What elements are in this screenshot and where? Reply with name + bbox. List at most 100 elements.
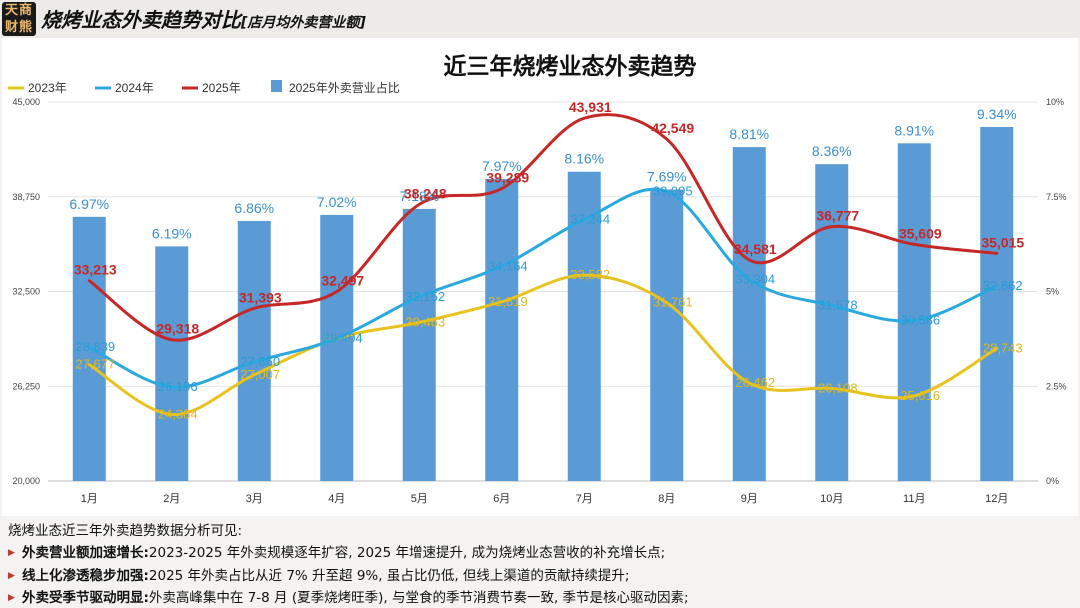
line-label: 33,304 bbox=[735, 271, 775, 286]
line-label: 29,404 bbox=[323, 330, 363, 345]
note-heading: 线上化渗透稳步加强: bbox=[22, 568, 149, 584]
bar bbox=[567, 171, 601, 481]
line-label: 29,404 bbox=[323, 330, 363, 345]
line-label: 30,586 bbox=[900, 313, 940, 328]
bar-label: 6.86% bbox=[234, 200, 274, 216]
bar bbox=[485, 178, 519, 481]
line-label: 33,213 bbox=[74, 262, 117, 278]
note-item: ▶ 外卖受季节驱动明显:外卖高峰集中在 7-8 月 (夏季烧烤旺季), 与堂食的季… bbox=[8, 586, 689, 606]
line-label: 37,244 bbox=[570, 212, 610, 227]
line-label: 27,007 bbox=[240, 367, 280, 382]
x-tick-label: 5月 bbox=[411, 493, 428, 505]
bullet-icon: ▶ bbox=[8, 548, 15, 558]
x-tick-label: 1月 bbox=[81, 493, 98, 505]
y-left-tick-label: 45,000 bbox=[12, 97, 40, 107]
data-labels: 6.97% 6.19% 6.86% 7.02% 7.18% 7.97% 8.16% 7.69%… bbox=[69, 99, 1024, 421]
line-label: 36,777 bbox=[816, 208, 859, 224]
bar-series bbox=[72, 127, 1014, 482]
y-right-tick-label: 7.5% bbox=[1046, 192, 1067, 202]
bullet-icon: ▶ bbox=[8, 571, 15, 581]
bar-label: 7.18% bbox=[399, 188, 439, 204]
header-bar: 天商 财熊 烧烤业态外卖趋势对比[店月均外卖营业额] bbox=[0, 0, 1080, 38]
bar-label: 7.97% bbox=[482, 158, 522, 174]
line-series bbox=[87, 113, 999, 417]
y-right-tick-label: 0% bbox=[1046, 476, 1059, 486]
chart-title: 近三年烧烤业态外卖趋势 bbox=[444, 53, 697, 79]
line-label: 28,839 bbox=[75, 339, 115, 354]
line-label: 24,384 bbox=[158, 407, 198, 422]
note-item: ▶ 线上化渗透稳步加强:2025 年外卖占比从近 7% 升至超 9%, 虽占比仍低… bbox=[8, 564, 629, 584]
bar-label: 7.02% bbox=[317, 194, 357, 210]
y-left-tick-label: 32,500 bbox=[12, 287, 40, 297]
bar bbox=[155, 246, 189, 481]
note-text: 2023-2025 年外卖规模逐年扩容, 2025 年增速提升, 成为烧烤业态营… bbox=[148, 545, 666, 561]
legend-label: 2023年 bbox=[28, 81, 67, 95]
bar-label: 6.19% bbox=[152, 225, 192, 241]
legend-label: 2025年 bbox=[202, 81, 241, 95]
note-text: 2025 年外卖占比从近 7% 升至超 9%, 虽占比仍低, 但线上渠道的贡献持… bbox=[148, 568, 630, 584]
trend-chart: 近三年烧烤业态外卖趋势 2023年 2024年 2025年 2025年外卖营业占比 2… bbox=[2, 38, 1078, 516]
brand-logo: 天商 财熊 bbox=[2, 2, 36, 36]
line-label: 25,616 bbox=[900, 388, 940, 403]
line-label: 42,549 bbox=[651, 120, 694, 136]
bar-label: 7.69% bbox=[647, 169, 687, 185]
x-tick-label: 6月 bbox=[493, 493, 510, 505]
x-tick-label: 11月 bbox=[903, 493, 925, 505]
line-label: 26,196 bbox=[158, 379, 198, 394]
line-label: 31,393 bbox=[239, 289, 282, 305]
series-line bbox=[87, 113, 999, 342]
bar-label: 8.16% bbox=[564, 151, 604, 167]
x-tick-label: 7月 bbox=[576, 493, 593, 505]
bar-label: 9.34% bbox=[977, 106, 1017, 122]
bar-label: 8.91% bbox=[894, 122, 934, 138]
x-tick-label: 2月 bbox=[163, 493, 180, 505]
bar bbox=[650, 189, 684, 481]
note-heading: 外卖受季节驱动明显: bbox=[22, 590, 149, 606]
analysis-notes: 烧烤业态近三年外卖趋势数据分析可见: ▶ 外卖营业额加速增长:2023-2025 … bbox=[0, 516, 1080, 608]
chart-area: 近三年烧烤业态外卖趋势 2023年 2024年 2025年 2025年外卖营业占比 2… bbox=[0, 38, 1080, 516]
line-label: 31,578 bbox=[818, 297, 858, 312]
bar bbox=[897, 143, 931, 481]
axes: 20,000 26,250 32,500 38,750 45,000 0% 2.5% 5% 7.… bbox=[12, 97, 1066, 505]
legend-label: 2025年外卖营业占比 bbox=[289, 80, 400, 95]
line-label: 35,609 bbox=[899, 225, 942, 241]
line-label: 31,819 bbox=[488, 294, 528, 309]
line-label: 30,463 bbox=[405, 314, 445, 329]
y-left-tick-label: 20,000 bbox=[12, 476, 40, 486]
bar bbox=[320, 214, 354, 481]
bar-label: 8.81% bbox=[729, 126, 769, 142]
series-line bbox=[87, 273, 999, 417]
y-left-tick-label: 26,250 bbox=[12, 381, 40, 391]
line-label: 39,095 bbox=[653, 184, 693, 199]
line-label: 27,677 bbox=[75, 357, 115, 372]
line-label: 32,862 bbox=[983, 278, 1023, 293]
bar bbox=[815, 164, 849, 481]
line-label: 33,582 bbox=[570, 267, 610, 282]
x-tick-label: 4月 bbox=[328, 493, 345, 505]
page-title-text: 烧烤业态外卖趋势对比 bbox=[41, 8, 241, 32]
line-label: 32,497 bbox=[321, 273, 364, 289]
bar bbox=[72, 216, 106, 481]
legend: 2023年 2024年 2025年 2025年外卖营业占比 bbox=[8, 80, 400, 95]
line-label: 29,318 bbox=[156, 321, 199, 337]
line-label: 31,761 bbox=[653, 295, 693, 310]
line-label: 27,860 bbox=[240, 354, 280, 369]
line-label: 38,248 bbox=[404, 185, 447, 201]
line-label: 43,931 bbox=[569, 99, 612, 115]
x-tick-label: 3月 bbox=[246, 493, 263, 505]
page-title: 烧烤业态外卖趋势对比[店月均外卖营业额] bbox=[41, 4, 366, 33]
x-tick-label: 8月 bbox=[658, 493, 675, 505]
line-label: 32,152 bbox=[405, 289, 445, 304]
note-heading: 外卖营业额加速增长: bbox=[22, 545, 149, 561]
bar bbox=[732, 147, 766, 481]
notes-intro: 烧烤业态近三年外卖趋势数据分析可见: bbox=[8, 523, 243, 539]
line-label: 26,462 bbox=[735, 375, 775, 390]
line-label: 39,289 bbox=[486, 170, 529, 186]
series-line bbox=[87, 187, 999, 389]
bar bbox=[980, 127, 1014, 481]
line-label: 34,581 bbox=[734, 241, 777, 257]
line-label: 28,743 bbox=[983, 340, 1023, 355]
note-item: ▶ 外卖营业额加速增长:2023-2025 年外卖规模逐年扩容, 2025 年增速… bbox=[8, 541, 665, 561]
legend-label: 2024年 bbox=[115, 81, 154, 95]
bar-label: 6.97% bbox=[69, 196, 109, 212]
